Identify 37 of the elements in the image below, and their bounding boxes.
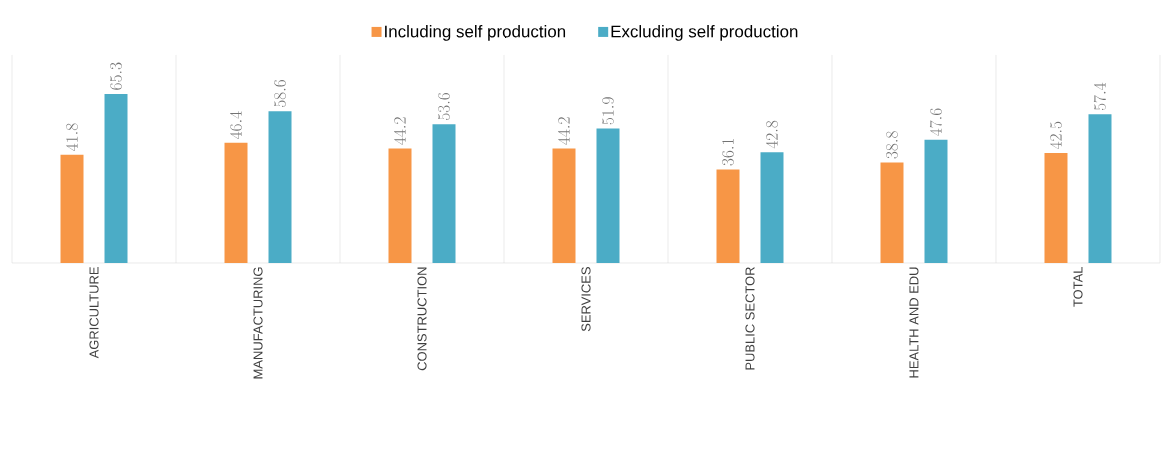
bar [104,93,128,263]
data-label: 38.8 [886,131,898,159]
data-label: 42.8 [766,120,778,149]
data-label: 36. 1 [722,138,734,166]
x-tick-label: PUBLIC SECTOR [745,267,755,370]
x-tick-label: SERVICES [581,267,591,332]
data-label: 46.4 [230,111,242,139]
bar [1088,114,1112,263]
x-tick-label: MANUFACTURING [253,267,263,379]
legend-label: Including self production [385,25,566,41]
bar [1044,152,1068,263]
x-tick-label: HEALTH AND EDU [909,267,919,378]
data-label: 58.6 [274,80,286,108]
data-label: 42.5 [1050,121,1062,150]
x-tick-label: CONSTRUCTION [417,267,427,371]
bar [596,128,620,263]
bar [760,152,784,263]
data-label: 41 .8 [66,123,78,151]
x-tick-label: TOTAL [1073,266,1083,307]
data-label: 44.2 [558,117,570,145]
bar [388,148,412,263]
data-label: 57.4 [1093,82,1106,111]
data-label: 47.6 [929,108,942,136]
data-label: 65.3 [110,62,122,90]
x-tick-label: AGRICULTURE [89,267,99,359]
bar [924,139,948,263]
data-label: 44.2 [394,117,406,145]
bar [60,154,84,263]
data-label: 53.6 [438,92,450,120]
legend-label: Excluding self production [611,25,798,41]
bar [268,111,292,263]
bar [432,124,456,263]
bar [552,148,576,263]
data-label: 51 .9 [602,97,614,125]
bar [880,162,904,263]
bar [716,169,740,263]
bar [224,142,248,263]
